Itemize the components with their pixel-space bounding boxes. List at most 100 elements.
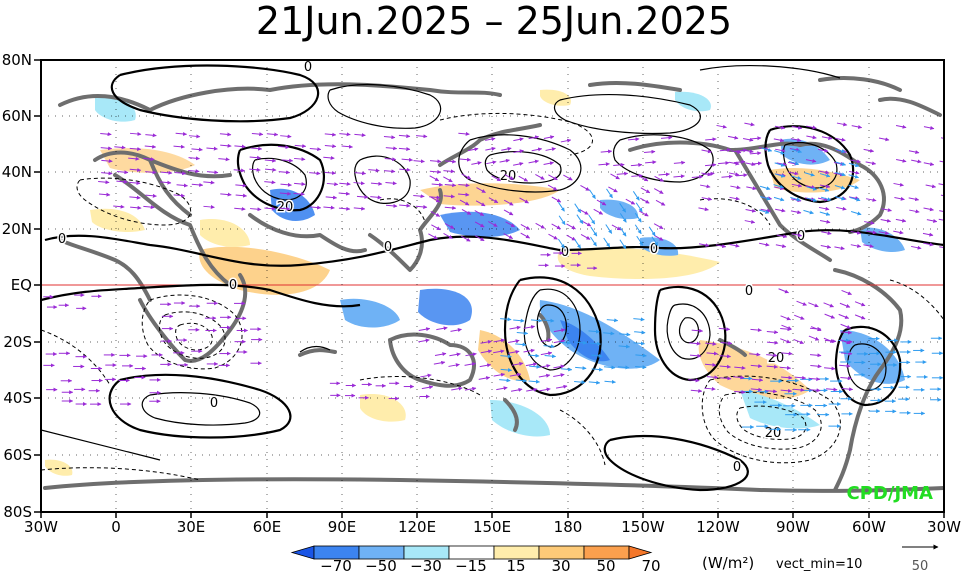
wind-vector-arrow (143, 157, 155, 162)
wind-vector-arrow (823, 302, 834, 308)
wind-vector-arrow (808, 377, 821, 382)
wind-vector-arrow (619, 226, 627, 237)
wind-vector-arrow (653, 223, 664, 230)
wind-vector-arrow (591, 353, 603, 358)
wind-vector-arrow (325, 195, 338, 200)
wind-vector-arrow (234, 144, 246, 149)
wind-vector-arrow (744, 219, 756, 224)
wind-vector-arrow (589, 189, 596, 199)
wind-vector-arrow (429, 175, 440, 182)
wind-vector-arrow (459, 157, 472, 162)
wind-vector-arrow (581, 220, 592, 227)
wind-vector-arrow (559, 340, 571, 345)
colorbar-tick: 70 (641, 557, 660, 575)
wind-vector-arrow (730, 150, 742, 154)
wind-vector-arrow (806, 125, 817, 130)
wind-vector-arrow (698, 243, 710, 248)
colorbar-tick: −15 (455, 557, 487, 575)
wind-vector-arrow (698, 207, 709, 212)
wind-vector-arrow (539, 387, 551, 392)
wind-vector-arrow (465, 352, 477, 357)
wind-vector-arrow (461, 209, 472, 215)
wind-vector-arrow (415, 134, 428, 139)
wind-vector-arrow (383, 135, 396, 140)
wind-vector-arrow (806, 135, 817, 140)
wind-vector-arrow (881, 208, 892, 212)
wind-vector-arrow (610, 173, 620, 180)
wind-vector-arrow (791, 125, 803, 130)
wind-vector-arrow (539, 363, 551, 368)
wind-vector-arrow (234, 206, 246, 211)
wind-vector-arrow (543, 161, 554, 166)
wind-vector-arrow (566, 234, 576, 241)
wind-vector-arrow (819, 184, 831, 189)
wind-vector-arrow (848, 184, 859, 189)
wind-vector-arrow (653, 234, 664, 241)
wind-vector-arrow (820, 196, 832, 202)
wind-vector-arrow (485, 146, 496, 151)
wind-vector-arrow (551, 223, 561, 230)
wind-vector-arrow (451, 386, 463, 391)
contour-label: 0 (58, 232, 66, 247)
wind-vector-arrow (444, 223, 455, 229)
wind-vector-arrow (385, 146, 398, 151)
wind-vector-arrow (431, 224, 441, 231)
wind-vector-arrow (880, 218, 892, 223)
wind-vector-arrow (806, 186, 818, 191)
wind-vector-arrow (401, 157, 414, 162)
wind-vector-arrow (746, 186, 757, 191)
wind-vector-arrow (509, 372, 522, 377)
wind-vector-arrow (751, 377, 764, 382)
wind-vector-arrow (173, 144, 185, 149)
wind-vector-arrow (421, 385, 434, 390)
wind-vector-arrow (923, 162, 935, 166)
wind-vector-arrow (544, 354, 557, 359)
vector-min-note: vect_min=10 (776, 557, 862, 572)
wind-vector-arrow (129, 167, 142, 172)
map-panel: 0 0 0 0 0 0 0 0 0 0 20 20 20 20 (41, 60, 944, 512)
latitude-labels: 80N 60N 40N 20N EQ 20S 40S 60S 80S (2, 51, 32, 521)
wind-vector-arrow (823, 337, 835, 343)
wind-vector-arrow (458, 183, 470, 188)
wind-vector-arrow (727, 135, 739, 140)
wind-vector-arrow (526, 387, 538, 392)
wind-vector-arrow (810, 364, 822, 369)
wind-vector-arrow (773, 184, 784, 189)
wind-vector-arrow (518, 175, 529, 182)
wind-vector-arrow (280, 182, 292, 187)
wind-vector-arrow (653, 188, 664, 194)
wind-vector-arrow (188, 156, 200, 161)
lon-label: 120W (696, 518, 740, 536)
wind-vector-arrow (840, 330, 852, 335)
wind-vector-arrow (716, 124, 727, 129)
wind-vector-arrow (398, 134, 411, 139)
wind-vector-arrow (520, 224, 531, 230)
wind-vector-arrow (939, 246, 944, 249)
reference-vector: 50 (902, 544, 939, 574)
wind-vector-arrow (420, 373, 432, 378)
wind-vector-arrow (233, 168, 246, 173)
wind-vector-arrow (618, 344, 631, 349)
wind-vector-arrow (719, 354, 732, 359)
lat-label: 80N (2, 51, 32, 69)
wind-vector-arrow (728, 172, 740, 177)
wind-vector-arrow (654, 175, 664, 182)
reference-vector-value: 50 (912, 559, 929, 574)
colorbar-tick: 50 (596, 557, 615, 575)
wind-vector-arrow (129, 147, 142, 152)
wind-vector-arrow (493, 372, 505, 377)
wind-vector-arrow (850, 211, 862, 216)
wind-vector-arrow (191, 182, 204, 187)
wind-vector-arrow (504, 174, 515, 180)
wind-vector-arrow (370, 195, 382, 200)
wind-vector-arrow (535, 222, 545, 229)
wind-vector-arrow (893, 230, 904, 235)
wind-vector-arrow (819, 211, 831, 216)
credit-label: CPD/JMA (847, 483, 934, 504)
wind-vector-arrow (543, 344, 555, 349)
wind-vector-arrow (191, 147, 203, 152)
wind-vector-arrow (174, 171, 187, 176)
wind-vector-arrow (717, 161, 730, 165)
wind-vector-arrow (528, 159, 539, 164)
wind-vector-arrow (461, 173, 472, 180)
